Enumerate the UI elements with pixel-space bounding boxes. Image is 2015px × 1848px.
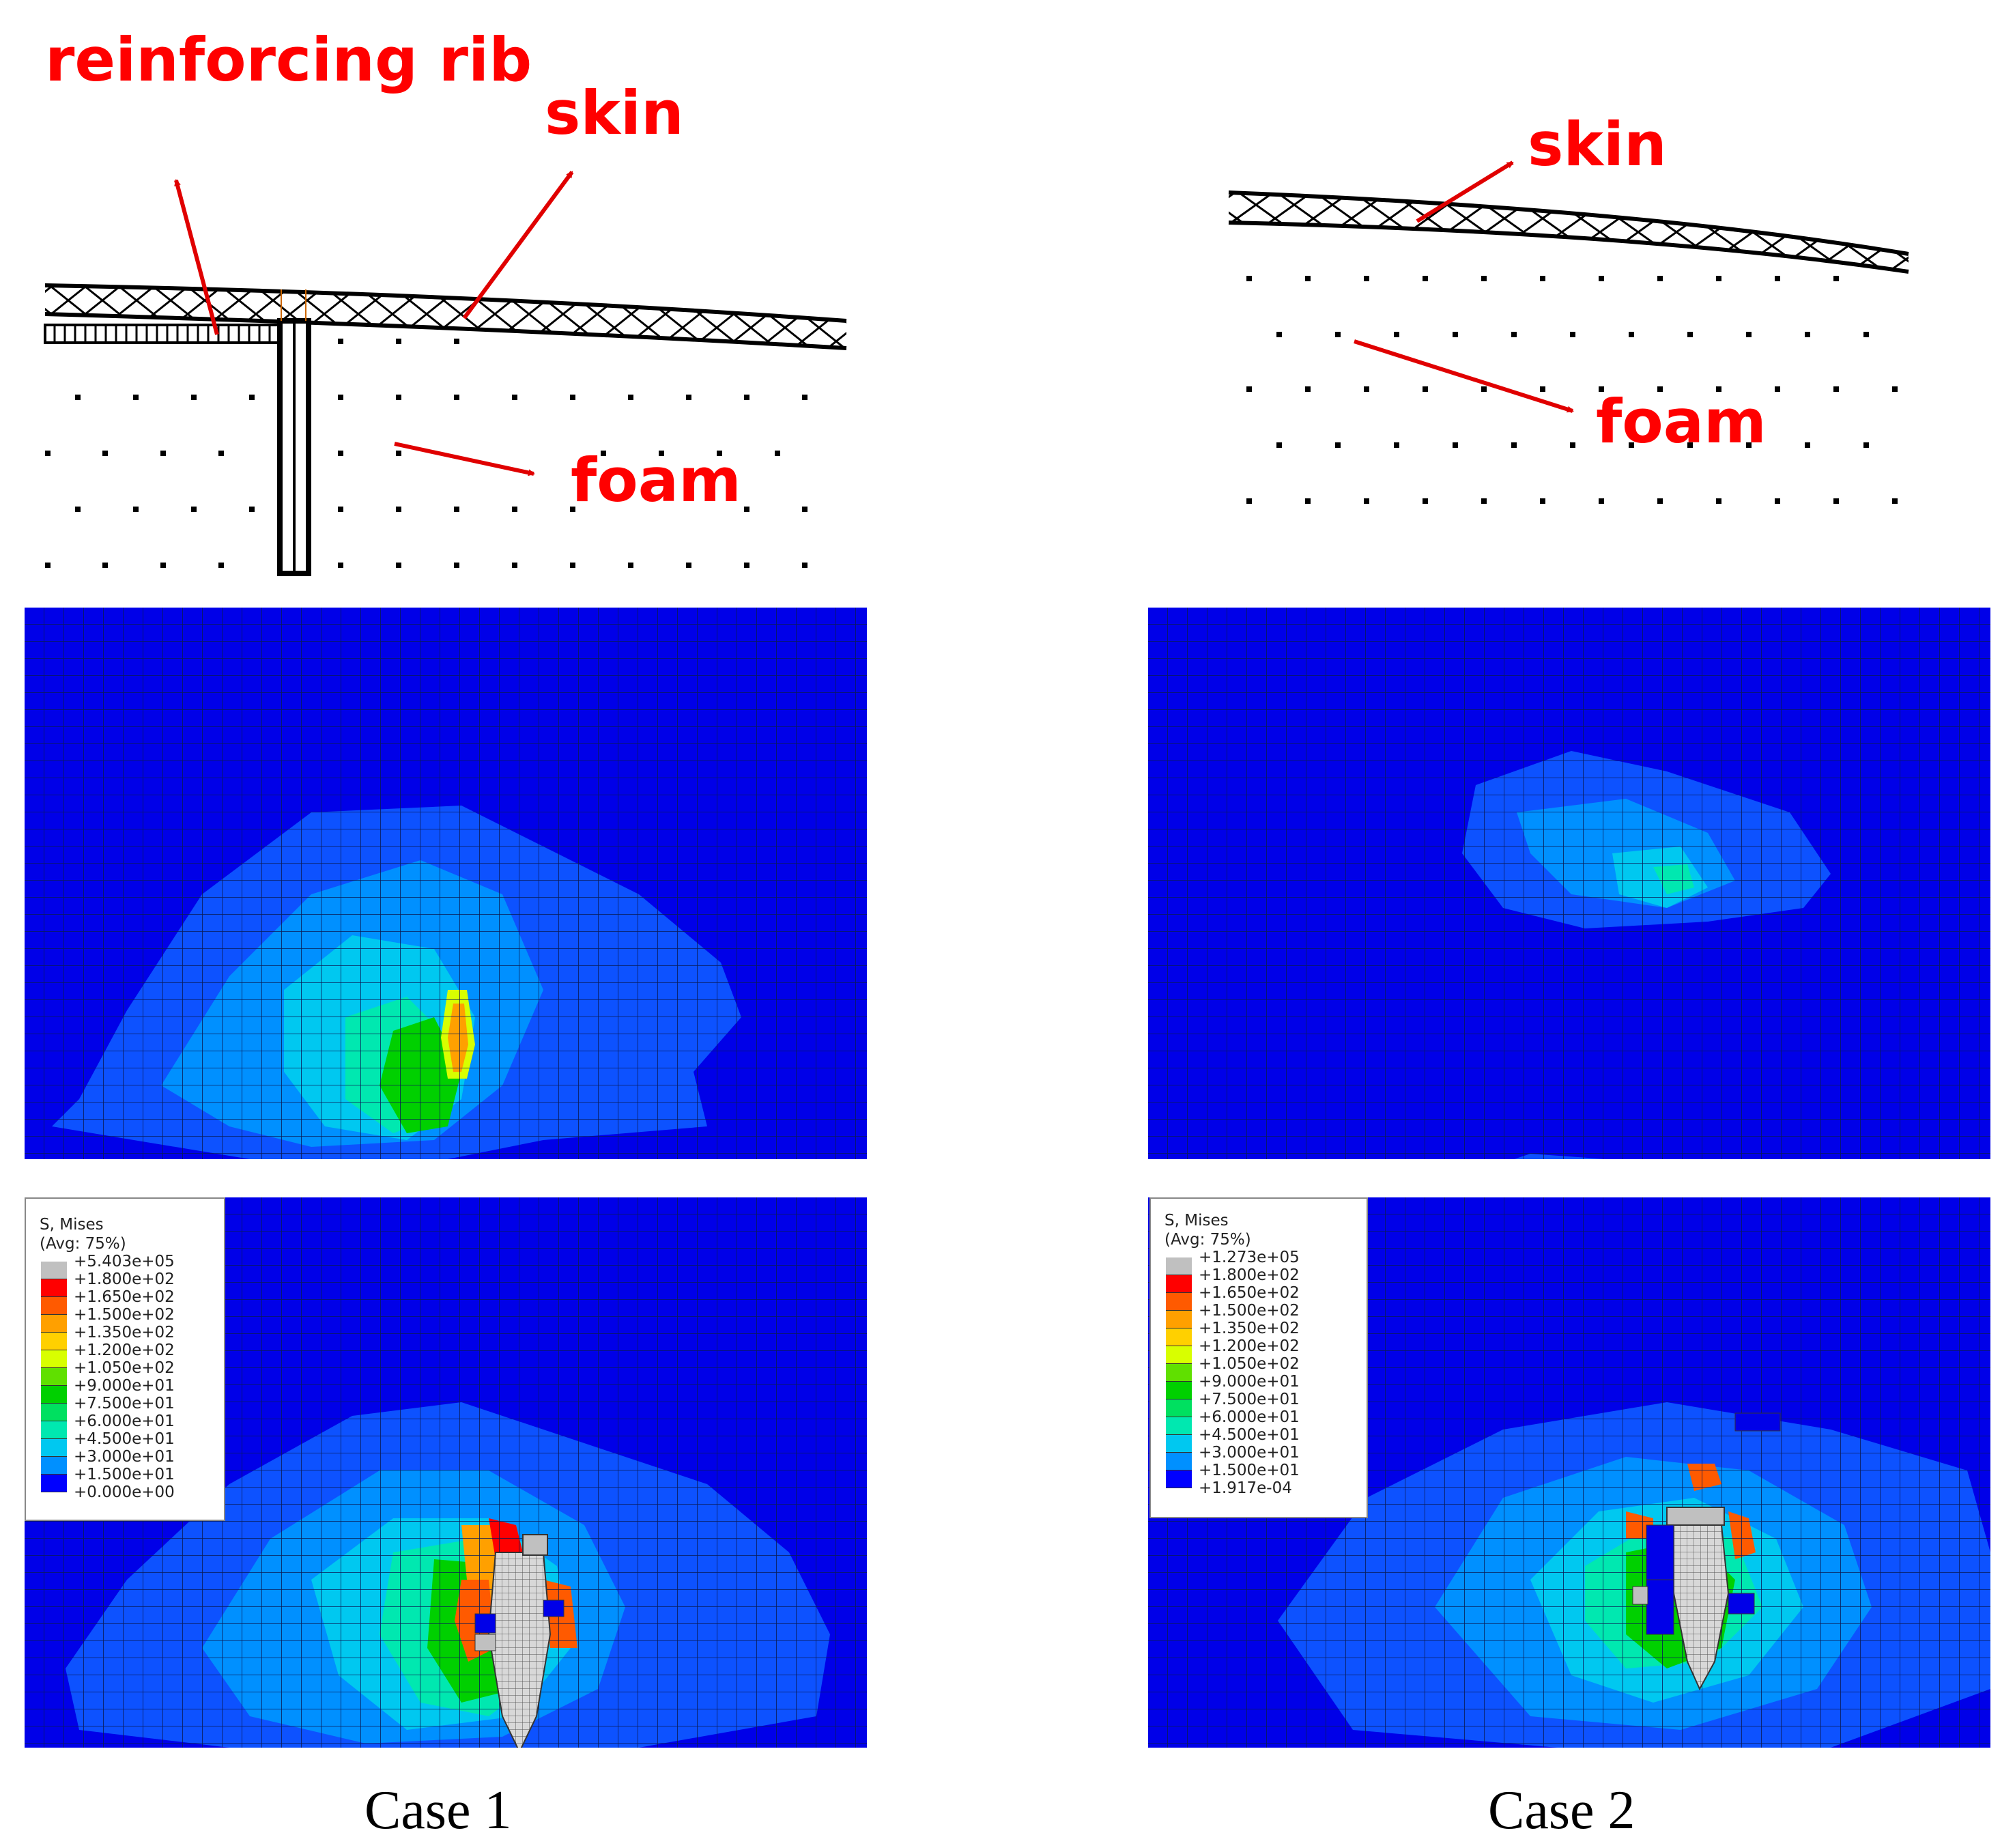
case1-contour-top-plot <box>25 608 867 1159</box>
legend-subtitle: (Avg: 75%) <box>40 1235 126 1253</box>
legend-row: +1.273e+05 <box>1151 1249 1367 1275</box>
skin-label-2: skin <box>1528 109 1667 180</box>
case2-sketch: skin foam <box>1160 0 2015 587</box>
case1-caption: Case 1 <box>365 1780 512 1840</box>
legend-row: +7.500e+01 <box>26 1395 224 1421</box>
legend-row: +1.800e+02 <box>1151 1266 1367 1293</box>
legend-row: +1.650e+02 <box>1151 1284 1367 1311</box>
legend-row: +1.500e+01 <box>26 1466 224 1492</box>
case1-sketch-drawing <box>44 171 847 576</box>
legend-row: +1.050e+02 <box>1151 1355 1367 1382</box>
legend-row: +1.350e+02 <box>1151 1320 1367 1346</box>
legend-row: +1.500e+01 <box>1151 1462 1367 1488</box>
foam-arrow-2 <box>1354 339 1574 413</box>
skin-band-2 <box>1229 193 1909 272</box>
legend-row: +1.500e+02 <box>1151 1302 1367 1328</box>
legend-row: +7.500e+01 <box>1151 1391 1367 1417</box>
foam-label: foam <box>571 445 741 515</box>
rib-arrow <box>174 179 219 335</box>
legend-row: +3.000e+01 <box>1151 1444 1367 1470</box>
case1-sketch: reinforcing rib skin foam <box>0 0 887 587</box>
foam-dots-2 <box>1246 276 1898 504</box>
legend-row: +9.000e+01 <box>26 1377 224 1404</box>
legend-row: +4.500e+01 <box>1151 1426 1367 1453</box>
case2-caption: Case 2 <box>1488 1780 1635 1840</box>
foam-label-2: foam <box>1596 386 1767 457</box>
case1-legend: S, Mises (Avg: 75%) +5.403e+05 +1.800e+0… <box>25 1197 225 1521</box>
legend-row: +3.000e+01 <box>26 1448 224 1475</box>
case2-contour-top-plot <box>1148 608 1990 1167</box>
legend-row: +1.800e+02 <box>26 1270 224 1297</box>
legend-row: +1.200e+02 <box>26 1341 224 1368</box>
legend-scale: +5.403e+05 +1.800e+02 +1.650e+02 +1.500e… <box>26 1253 224 1501</box>
legend-row: +1.650e+02 <box>26 1288 224 1315</box>
projectile-2 <box>1673 1524 1730 1691</box>
legend-row: +6.000e+01 <box>1151 1408 1367 1435</box>
skin-arrow <box>462 171 574 319</box>
legend-row: +4.500e+01 <box>26 1430 224 1457</box>
skin-arrow-2 <box>1416 160 1514 223</box>
case2-contour-top <box>1148 608 1990 1167</box>
legend-subtitle: (Avg: 75%) <box>1164 1231 1251 1249</box>
legend-title: S, Mises <box>1164 1212 1229 1229</box>
legend-row: +1.500e+02 <box>26 1306 224 1333</box>
legend-row: +9.000e+01 <box>1151 1373 1367 1399</box>
legend-min-value: +1.917e-04 <box>1199 1479 1292 1497</box>
legend-row: +1.200e+02 <box>1151 1337 1367 1364</box>
legend-row: +5.403e+05 <box>26 1253 224 1279</box>
reinforcing-rib-label: reinforcing rib <box>45 25 532 95</box>
legend-scale: +1.273e+05 +1.800e+02 +1.650e+02 +1.500e… <box>1151 1249 1367 1497</box>
legend-row: +1.350e+02 <box>26 1324 224 1350</box>
legend-title: S, Mises <box>40 1216 104 1234</box>
foam-arrow <box>394 442 535 477</box>
legend-row: +1.050e+02 <box>26 1359 224 1386</box>
skin-label: skin <box>545 78 684 148</box>
foam-dots <box>45 339 808 568</box>
case2-legend: S, Mises (Avg: 75%) +1.273e+05 +1.800e+0… <box>1149 1197 1368 1518</box>
legend-row: +6.000e+01 <box>26 1412 224 1439</box>
case1-contour-top <box>25 608 867 1159</box>
legend-min-value: +0.000e+00 <box>74 1483 175 1501</box>
skin-band <box>45 285 846 348</box>
case2-sketch-drawing <box>1228 160 1909 504</box>
